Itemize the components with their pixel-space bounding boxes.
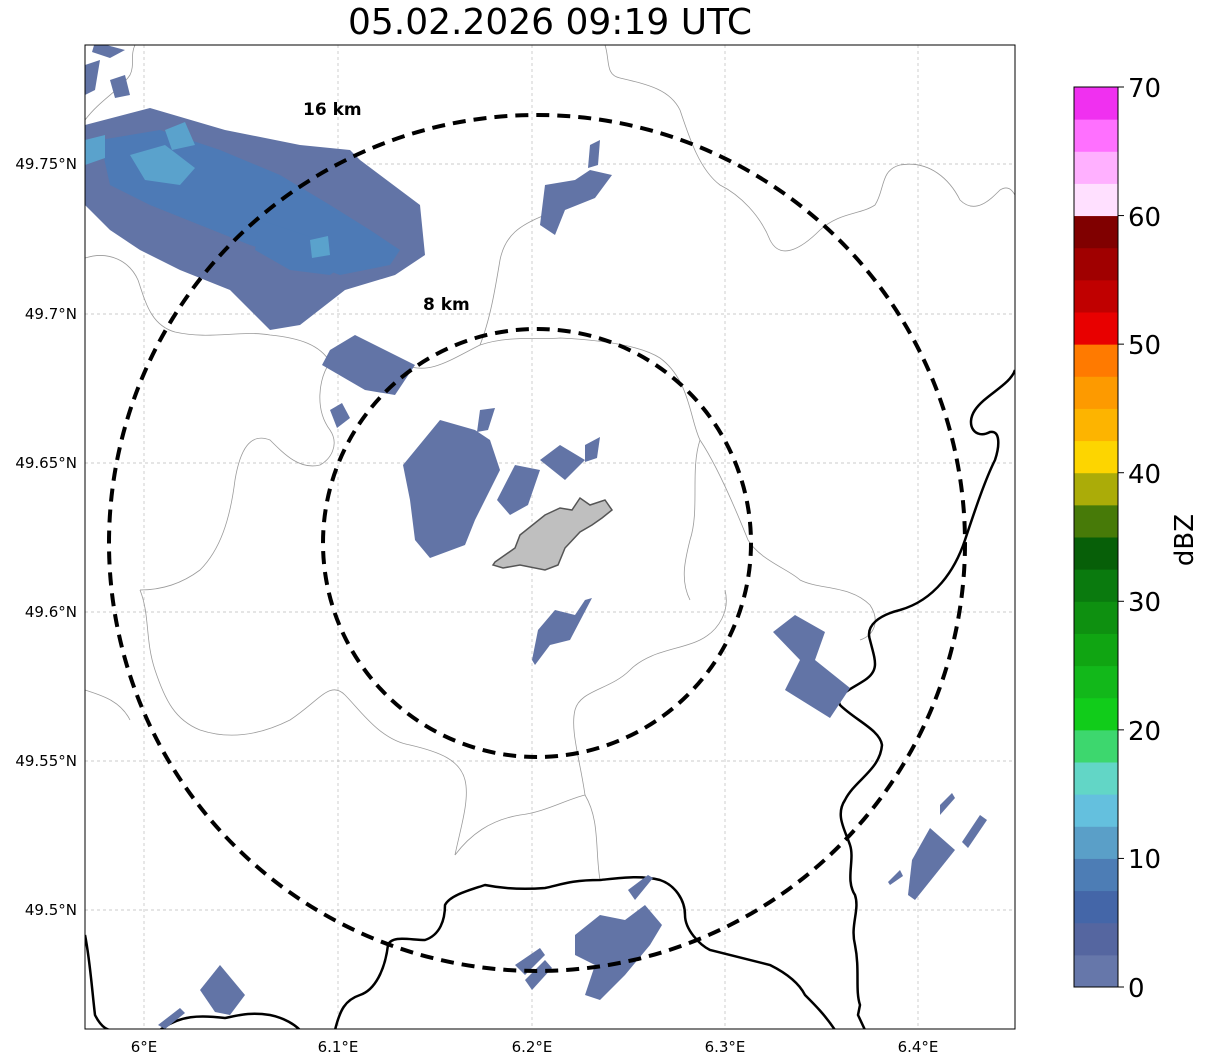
colorbar-segment xyxy=(1074,215,1118,249)
lat-tick-label: 49.7°N xyxy=(25,305,77,323)
lon-tick-label: 6.2°E xyxy=(512,1038,553,1056)
lon-tick-label: 6.1°E xyxy=(318,1038,359,1056)
colorbar-segment xyxy=(1074,633,1118,667)
colorbar-segment xyxy=(1074,794,1118,827)
national-border xyxy=(85,369,1015,1029)
colorbar-segment xyxy=(1074,601,1118,634)
lat-tick-label: 49.6°N xyxy=(25,603,77,621)
lon-tick-label: 6°E xyxy=(131,1038,158,1056)
colorbar-segment xyxy=(1074,537,1118,570)
colorbar-segment xyxy=(1074,119,1118,152)
colorbar-segment xyxy=(1074,376,1118,409)
colorbar-tick-label: 60 xyxy=(1128,203,1161,233)
lat-tick-label: 49.55°N xyxy=(15,752,77,770)
colorbar-segment xyxy=(1074,665,1118,699)
colorbar-segment xyxy=(1074,826,1118,859)
colorbar-segment xyxy=(1074,890,1118,924)
colorbar-segment xyxy=(1074,858,1118,892)
colorbar-segment xyxy=(1074,87,1118,120)
ring-label-8km: 8 km xyxy=(423,295,470,315)
colorbar-segment xyxy=(1074,408,1118,442)
colorbar-segment xyxy=(1074,954,1118,988)
lat-tick-label: 49.5°N xyxy=(25,901,77,919)
colorbar-tick-label: 40 xyxy=(1128,460,1161,490)
colorbar-tick-label: 50 xyxy=(1128,331,1161,361)
colorbar-segment xyxy=(1074,472,1118,506)
ring-label-16km: 16 km xyxy=(303,100,362,120)
colorbar-segment xyxy=(1074,312,1118,345)
colorbar-segment xyxy=(1074,922,1118,956)
colorbar-tick-label: 30 xyxy=(1128,588,1161,618)
city-area xyxy=(491,496,614,571)
colorbar-segment xyxy=(1074,151,1118,184)
colorbar-segment xyxy=(1074,440,1118,474)
range-ring-8km xyxy=(321,327,753,759)
colorbar-segment xyxy=(1074,247,1118,281)
colorbar-segment xyxy=(1074,504,1118,538)
colorbar-frame xyxy=(1073,86,1119,988)
range-ring-16km xyxy=(107,113,967,973)
colorbar-segment xyxy=(1074,762,1118,795)
lon-axis: 6°E 6.1°E 6.2°E 6.3°E 6.4°E xyxy=(131,1038,939,1056)
colorbar-segment xyxy=(1074,279,1118,313)
colorbar-ticks: 0 10 20 30 40 50 60 70 xyxy=(1128,74,1161,1004)
colorbar-tick-label: 20 xyxy=(1128,717,1161,747)
colorbar-tick-label: 0 xyxy=(1128,974,1145,1004)
lon-tick-label: 6.3°E xyxy=(705,1038,746,1056)
lat-tick-label: 49.65°N xyxy=(15,454,77,472)
lon-tick-label: 6.4°E xyxy=(898,1038,939,1056)
colorbar-label: dBZ xyxy=(1170,514,1200,566)
lat-axis: 49.75°N 49.7°N 49.65°N 49.6°N 49.55°N 49… xyxy=(15,155,77,919)
colorbar-segment xyxy=(1074,697,1118,731)
lat-tick-label: 49.75°N xyxy=(15,155,77,173)
colorbar xyxy=(1074,86,1124,988)
colorbar-segment xyxy=(1074,729,1118,763)
colorbar-tick-label: 10 xyxy=(1128,845,1161,875)
colorbar-segment xyxy=(1074,344,1118,377)
colorbar-segment xyxy=(1074,569,1118,602)
map-title: 05.02.2026 09:19 UTC xyxy=(347,2,753,43)
colorbar-tick-label: 70 xyxy=(1128,74,1161,104)
map-frame xyxy=(84,44,1016,1030)
colorbar-segment xyxy=(1074,183,1118,217)
